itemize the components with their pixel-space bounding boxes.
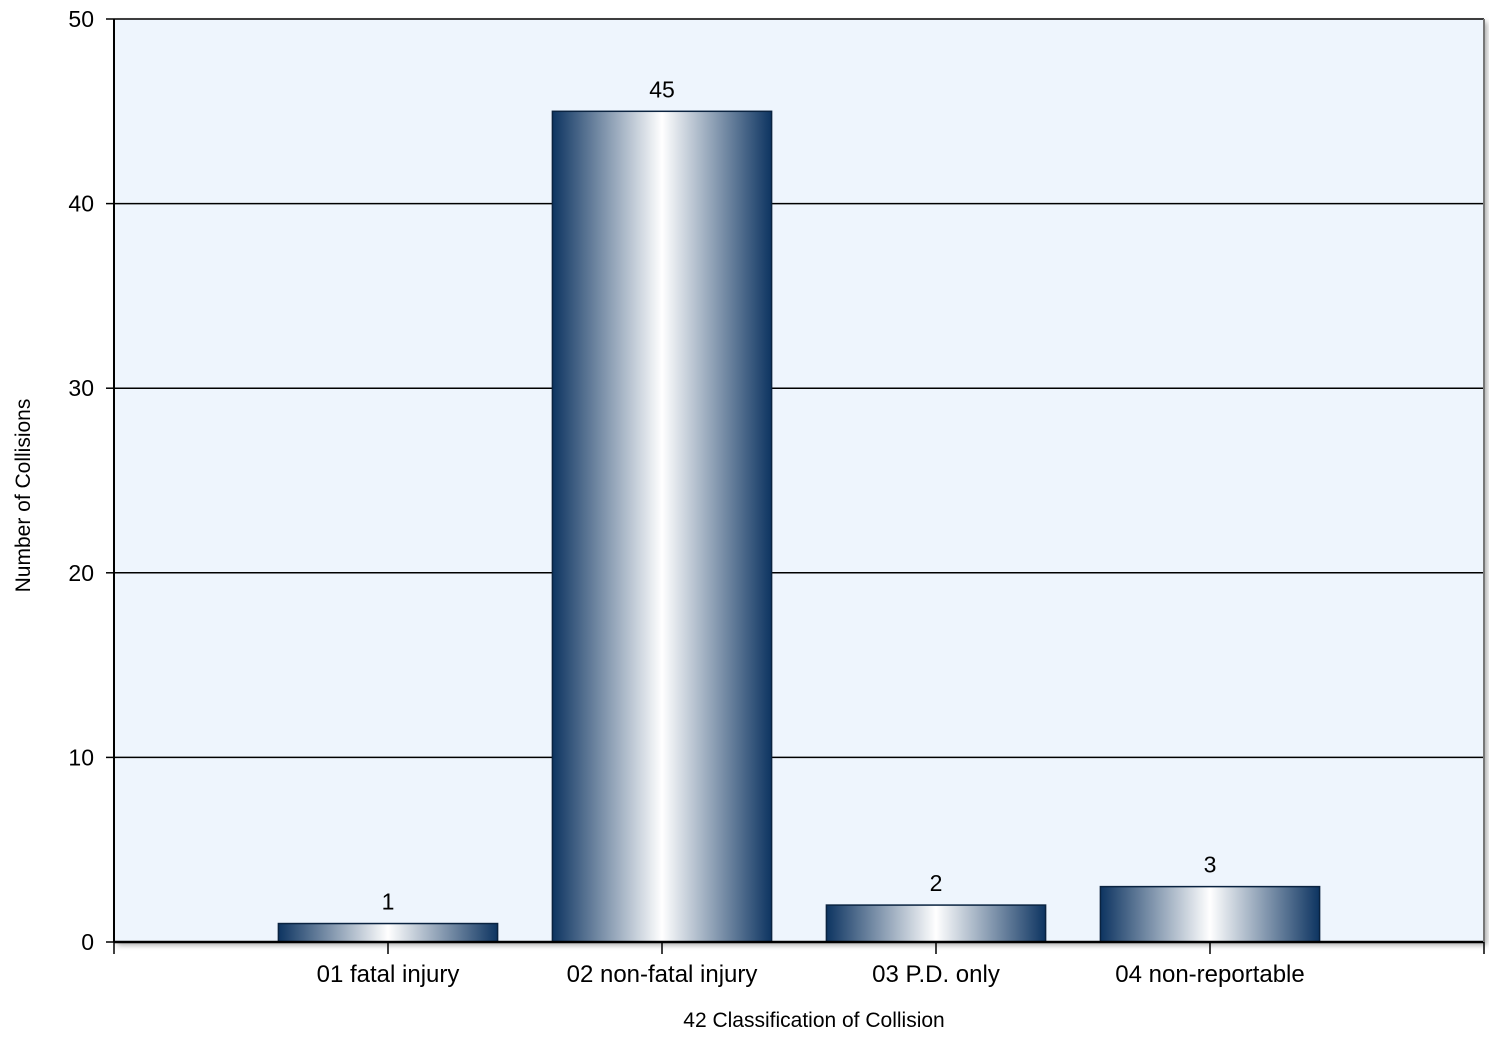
y-tick-label: 10 — [68, 744, 94, 770]
y-tick-label: 40 — [68, 191, 94, 217]
bar — [825, 904, 1047, 943]
plot-area — [114, 19, 1484, 942]
x-tick-label: 02 non-fatal injury — [567, 961, 758, 988]
y-tick-label: 0 — [81, 929, 94, 955]
bar — [277, 922, 499, 943]
axes — [106, 18, 1485, 954]
x-tick-label: 04 non-reportable — [1115, 961, 1304, 988]
x-tick-label: 01 fatal injury — [317, 961, 460, 988]
x-axis-title: 42 Classification of Collision — [683, 1009, 944, 1032]
data-label: 1 — [382, 889, 395, 915]
y-tick-label: 50 — [68, 6, 94, 32]
data-label: 2 — [930, 870, 943, 896]
data-label: 45 — [649, 76, 675, 102]
bar — [1099, 885, 1321, 943]
y-tick-label: 30 — [68, 375, 94, 401]
data-labels: 1 45 2 3 — [382, 76, 1217, 914]
tick-labels: 0 10 20 30 40 50 01 fatal injury 02 non-fatal i… — [68, 6, 1304, 988]
bar — [551, 110, 773, 943]
bars — [277, 110, 1321, 943]
data-label: 3 — [1204, 852, 1217, 878]
y-tick-label: 20 — [68, 560, 94, 586]
y-axis-title: Number of Collisions — [12, 399, 35, 593]
x-tick-label: 03 P.D. only — [872, 961, 1000, 988]
